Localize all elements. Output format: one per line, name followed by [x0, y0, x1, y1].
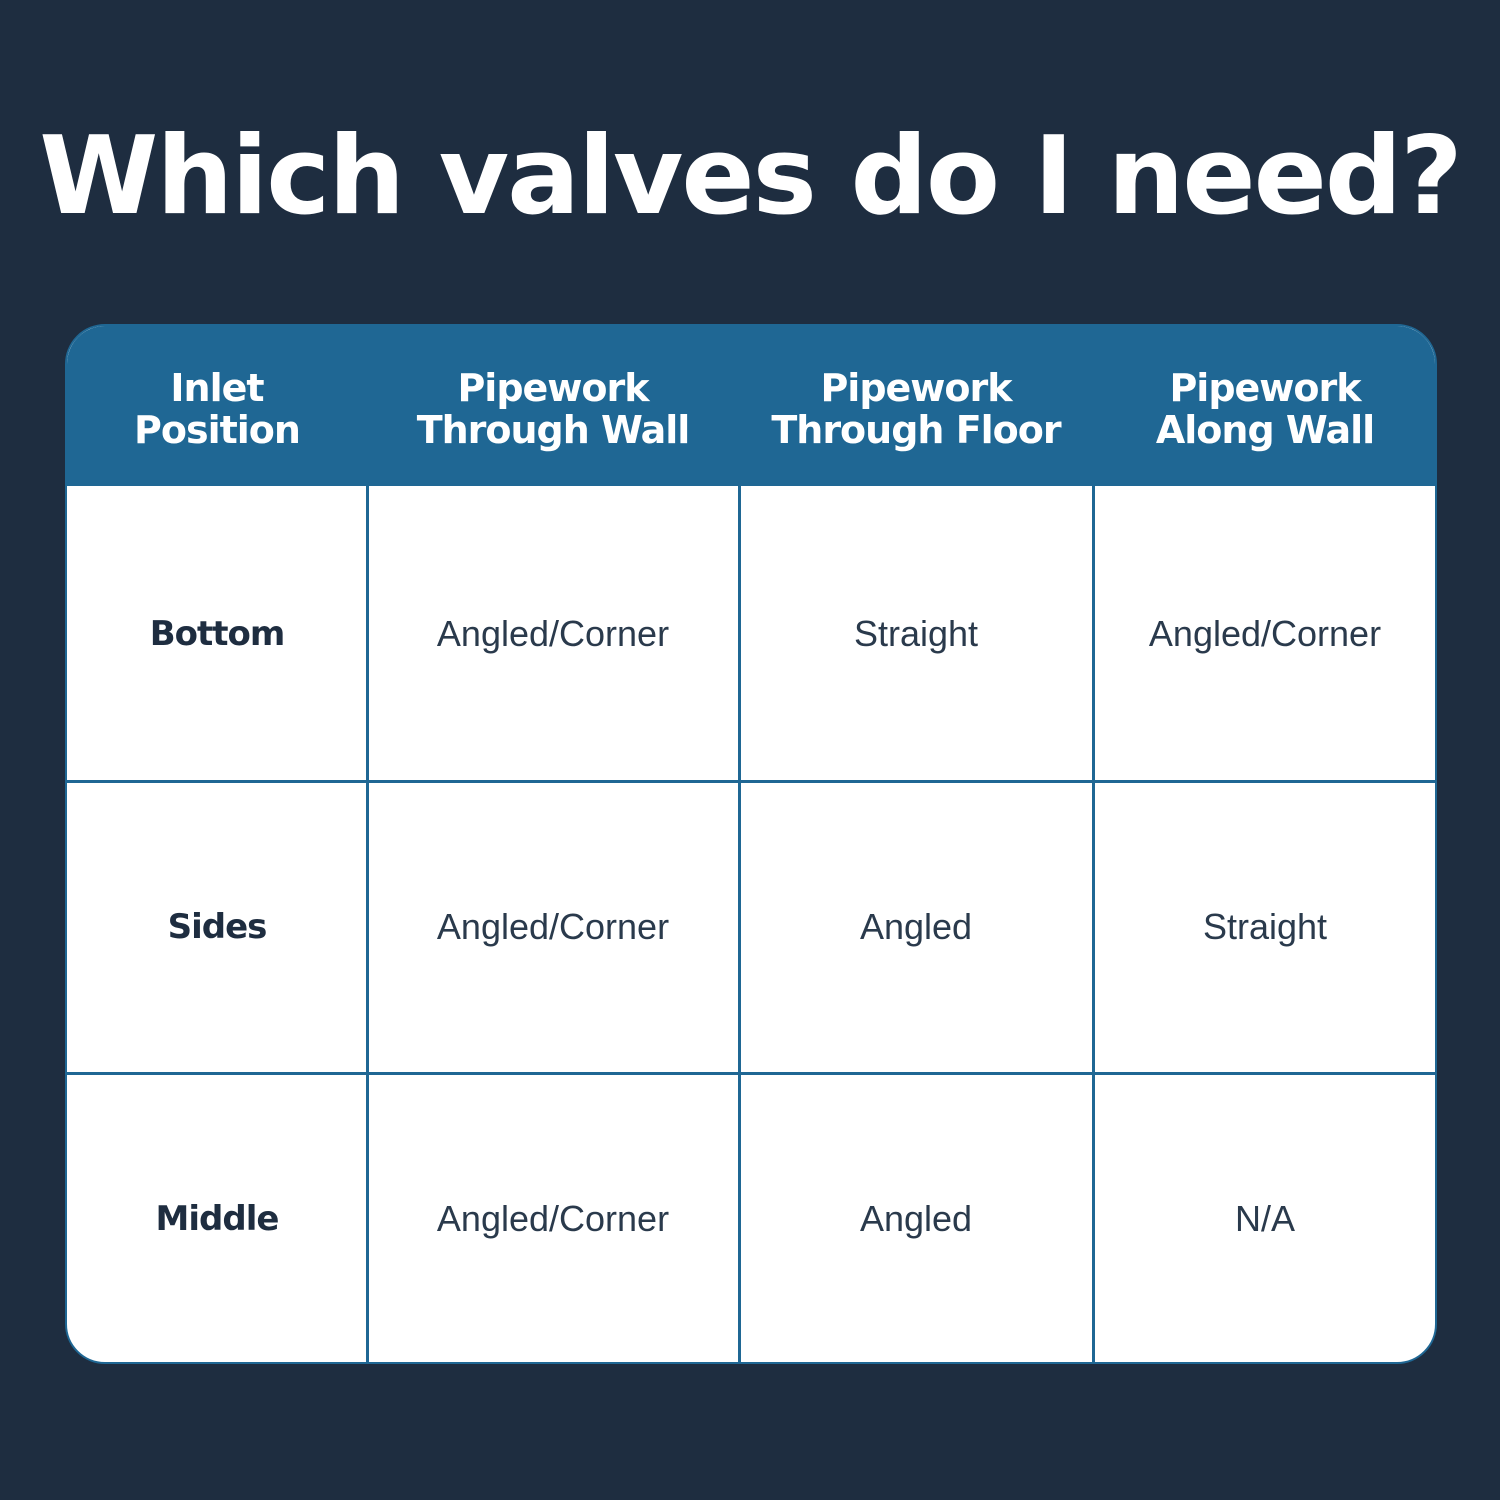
table-cell: Angled/Corner — [436, 906, 670, 947]
table-cell: Angled/Corner — [436, 612, 670, 654]
row-label: Middle — [155, 1198, 280, 1239]
table-cell: Angled/Corner — [436, 1197, 670, 1239]
column-divider — [366, 486, 369, 1362]
row-label: Sides — [167, 907, 268, 947]
header-inlet-position: Inlet Position — [134, 366, 301, 452]
valve-table: Inlet Position Pipework Through Wall Pipew… — [65, 324, 1437, 1364]
table-cell: Angled/Corner — [1148, 612, 1382, 654]
page-title: Which valves do I need? — [39, 114, 1463, 239]
table-cell: Angled — [859, 1197, 973, 1239]
column-divider — [1092, 486, 1095, 1362]
table-cell: Straight — [1202, 906, 1328, 947]
table-cell: Angled — [859, 906, 973, 947]
header-along-wall: Pipework Along Wall — [1155, 366, 1375, 452]
header-through-wall: Pipework Through Wall — [416, 366, 691, 452]
table-cell: Straight — [853, 612, 979, 654]
table-header — [67, 326, 1435, 486]
row-label: Bottom — [149, 613, 286, 654]
header-through-floor: Pipework Through Floor — [771, 366, 1061, 452]
row-divider — [67, 780, 1435, 783]
row-divider — [67, 1072, 1435, 1075]
table-cell: N/A — [1234, 1197, 1295, 1239]
column-divider — [738, 486, 741, 1362]
